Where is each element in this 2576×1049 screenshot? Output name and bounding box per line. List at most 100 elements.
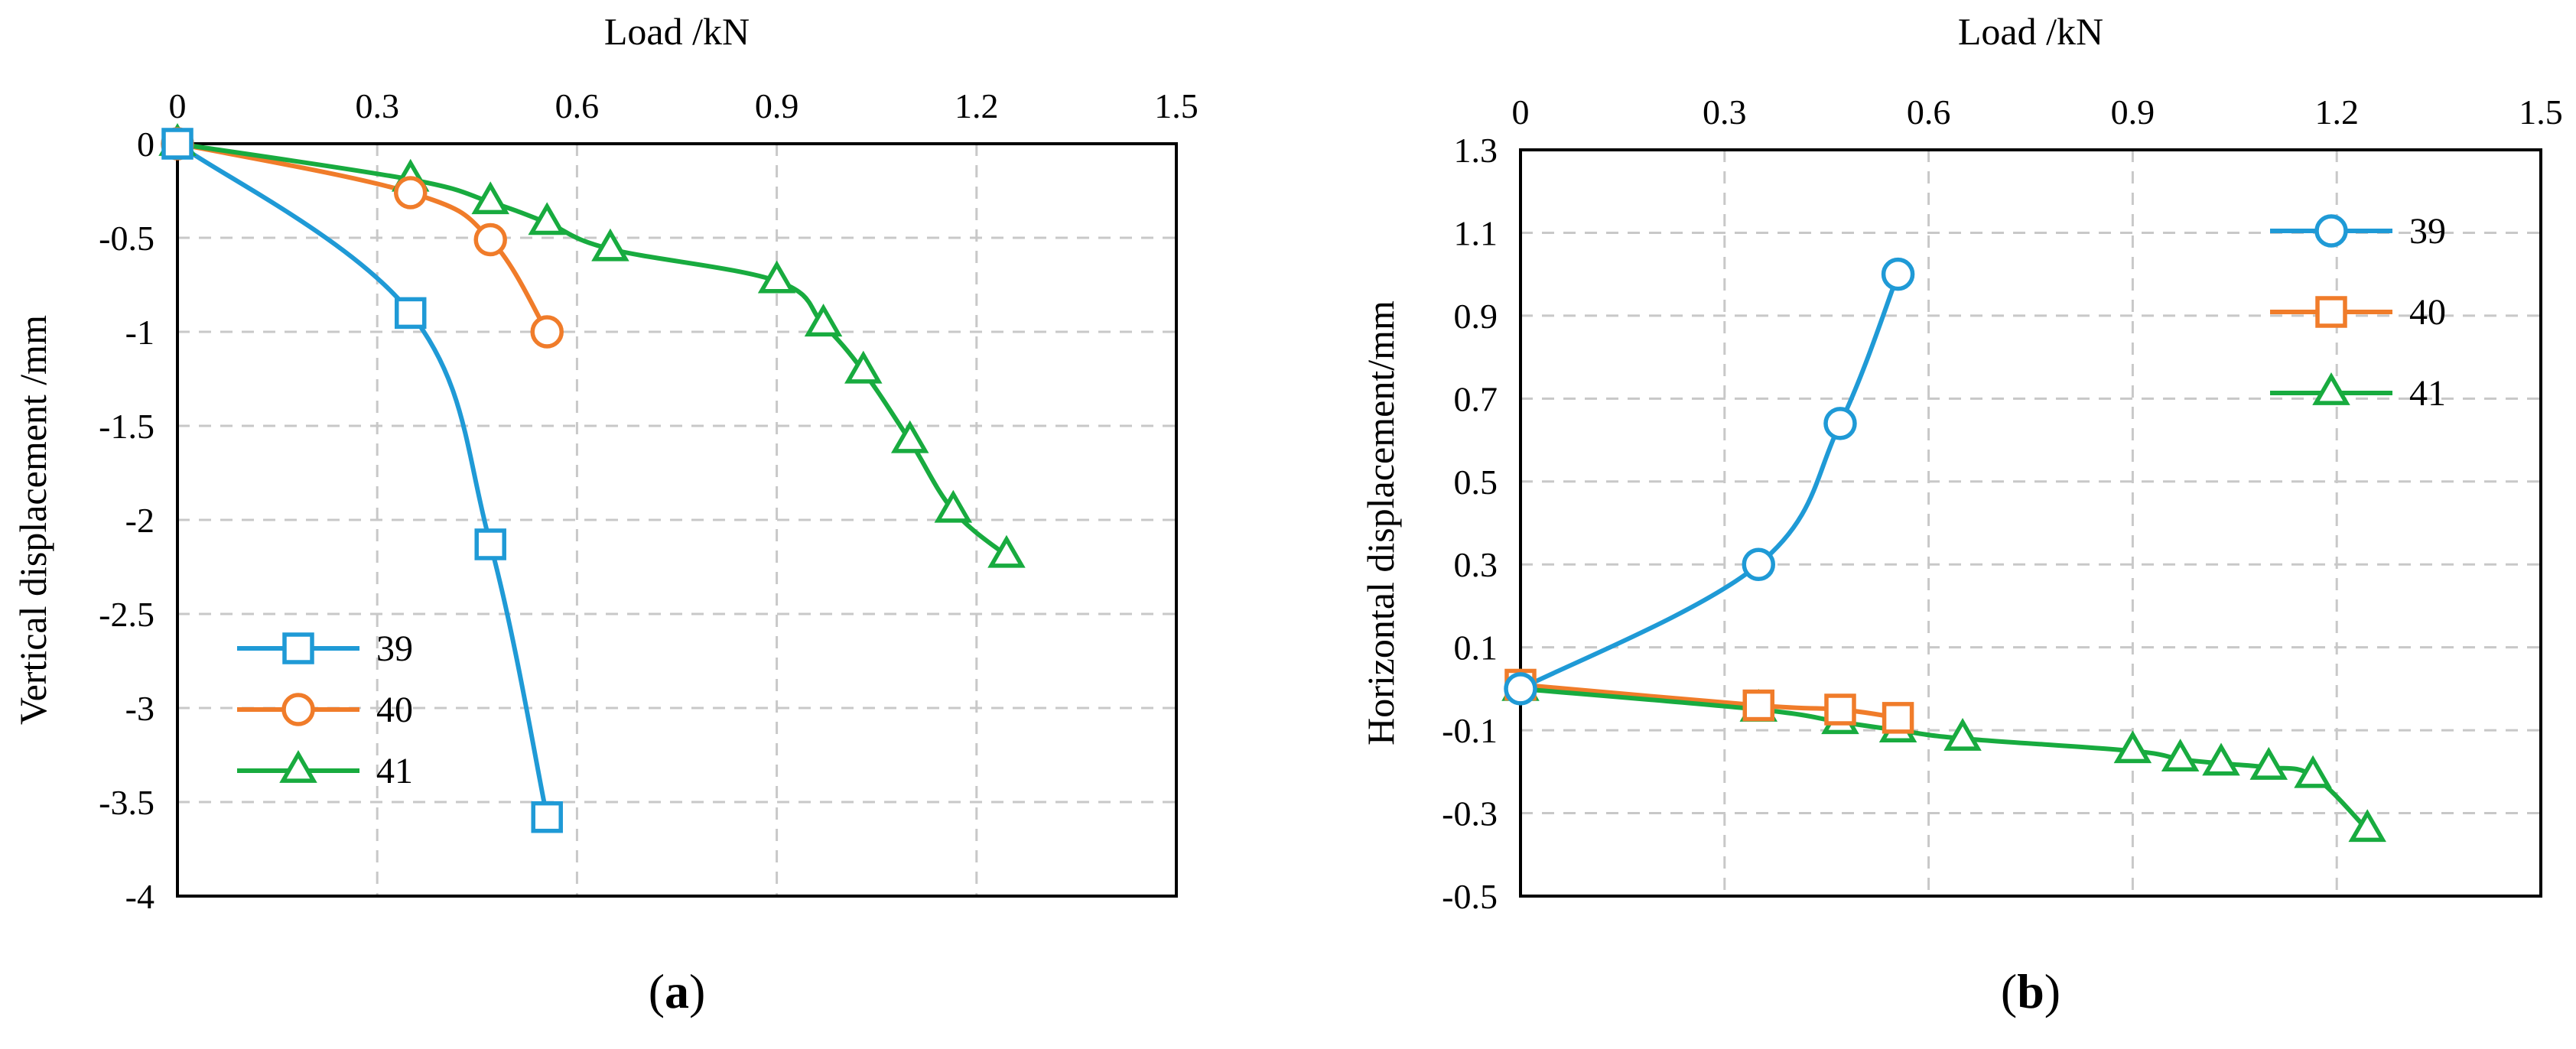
panel-b: 0 0.3 0.6 0.9 1.2 1.5 1.3 1.1 0.9 0.7 0.5 0.3 0.1 -0.…	[1359, 10, 2563, 1018]
panel-b-series-39-line	[1518, 271, 1901, 691]
panel-b-series-41-point	[2249, 746, 2288, 780]
panel-b-series-39-point	[1823, 407, 1857, 440]
panel-a-legend-swatch-marker	[282, 632, 314, 664]
panel-b-series-40-point	[1742, 689, 1775, 722]
panel-b-ytick-label: -0.1	[1442, 711, 1498, 750]
panel-a-ytick-label: -1.5	[99, 407, 154, 446]
panel-a-series-40-point	[393, 176, 428, 209]
panel-a-xtick-label: 0	[169, 86, 187, 125]
panel-b-xtick-label: 0.3	[1703, 93, 1747, 132]
panel-b-series-41-point	[2348, 809, 2386, 843]
panel-a-xtick-label: 1.5	[1154, 86, 1199, 125]
panel-b-series-lines	[1518, 271, 2370, 833]
panel-a-plot-frame	[176, 142, 1178, 898]
panel-a-series-41-point	[844, 350, 883, 384]
panel-b-legend-label: 41	[2409, 373, 2446, 414]
panel-a-ytick-label: -0.5	[99, 219, 154, 258]
panel-b-series-41-point	[2202, 742, 2240, 776]
panel-b-legend-swatch-marker	[2314, 214, 2348, 248]
panel-b-label: (b)	[2001, 964, 2060, 1018]
panel-b-series-39-point	[1742, 547, 1776, 581]
panel-a-legend-label: 39	[376, 628, 413, 669]
panel-b-series-40-point	[1824, 693, 1856, 726]
panel-a-series-41-points	[158, 123, 1026, 568]
panel-a-series-39-point	[531, 801, 563, 833]
panel-a-series-39-line	[175, 141, 550, 820]
panel-a-series-41-point	[890, 420, 929, 453]
panel-b-legend-label: 40	[2409, 292, 2446, 333]
panel-a-series-39-point	[161, 128, 194, 160]
panel-b-series-41-point	[1943, 717, 1982, 751]
panel-a-ytick-label: -2.5	[99, 595, 154, 634]
panel-a-series-39-point	[394, 297, 427, 330]
panel-a-series-40-line	[175, 141, 550, 334]
panel-b-y-axis-title: Horizontal displacement/mm	[1359, 300, 1402, 745]
panel-a-ytick-label: -3.5	[99, 783, 154, 822]
panel-a-legend-label: 40	[376, 690, 413, 730]
panel-a-series-39-point	[474, 528, 506, 560]
panel-b-legend-item: 41	[2270, 372, 2446, 414]
panel-b-plot-frame	[1519, 148, 2542, 898]
panel-a-legend: 39 40 41	[237, 628, 413, 791]
panel-a-ytick-label: -4	[125, 877, 154, 916]
panel-b-series-39-point	[1504, 672, 1537, 706]
panel-b-series-markers	[1501, 257, 2386, 843]
panel-a-legend-item: 40	[237, 690, 413, 730]
panel-a-xtick-label: 0.9	[755, 86, 799, 125]
panel-a-ytick-label: -3	[125, 689, 154, 728]
panel-b-series-39-points	[1504, 257, 1915, 706]
panel-a-xtick-label: 0.3	[355, 86, 399, 125]
panel-a-series-41-point	[757, 260, 796, 294]
panel-a: 0 0.3 0.6 0.9 1.2 1.5 0 -0.5 -1 -1.5 -2 -2.5 -3 -3.5 -…	[11, 10, 1199, 1018]
panel-a-series-41-point	[591, 228, 629, 261]
panel-a-series-41-point	[987, 534, 1026, 568]
panel-a-legend-swatch-marker	[279, 750, 317, 783]
panel-b-ytick-label: 0.3	[1454, 545, 1498, 584]
panel-b-ytick-label: 0.5	[1454, 463, 1498, 502]
panel-b-ytick-label: 1.1	[1454, 213, 1498, 252]
panel-a-legend-label: 41	[376, 751, 413, 791]
panel-a-series-41-point	[471, 181, 509, 215]
panel-b-ytick-label: 0.7	[1454, 379, 1498, 418]
panel-b-series-41-line	[1518, 686, 2370, 833]
panel-b-ytick-label: 1.3	[1454, 131, 1498, 170]
panel-a-series-39-points	[161, 128, 563, 833]
panel-a-series-40-point	[473, 222, 507, 257]
panel-b-x-axis-title: Load /kN	[1958, 10, 2103, 53]
panel-b-legend-label: 39	[2409, 211, 2446, 252]
panel-b-legend: 39 40 41	[2270, 211, 2446, 414]
panel-b-xtick-label: 0.6	[1907, 93, 1951, 132]
panel-b-ytick-label: -0.5	[1442, 877, 1498, 916]
panel-a-y-axis-title: Vertical displacement /mm	[11, 315, 54, 725]
panel-b-series-41-point	[2294, 755, 2332, 788]
panel-b-series-39-point	[1881, 257, 1915, 291]
panel-a-ytick-label: 0	[137, 125, 154, 164]
panel-a-series-40-point	[530, 315, 564, 349]
panel-b-grid	[1521, 150, 2541, 896]
panel-a-label: (a)	[649, 964, 706, 1018]
panel-a-ytick-label: -2	[125, 501, 154, 540]
panel-a-series-41-point	[528, 202, 566, 235]
panel-b-xtick-label: 0	[1512, 93, 1530, 132]
panel-a-xtick-label: 1.2	[955, 86, 999, 125]
panel-a-legend-item: 39	[237, 628, 413, 669]
panel-b-series-41-point	[2161, 739, 2200, 771]
panel-a-legend-swatch-marker	[281, 693, 315, 726]
panel-b-ytick-label: 0.1	[1454, 628, 1498, 667]
panel-b-legend-swatch-marker	[2312, 372, 2350, 405]
panel-a-x-axis-title: Load /kN	[604, 10, 750, 53]
panel-b-legend-swatch-marker	[2315, 296, 2347, 328]
panel-b-xtick-label: 1.5	[2519, 93, 2563, 132]
panel-a-xtick-label: 0.6	[555, 86, 600, 125]
panel-b-series-40-point	[1882, 702, 1914, 734]
panel-a-grid	[177, 144, 1176, 896]
panel-b-ytick-label: -0.3	[1442, 794, 1498, 833]
panel-a-series-41-point	[934, 489, 973, 523]
panel-b-ytick-label: 0.9	[1454, 297, 1498, 336]
panel-b-legend-item: 39	[2270, 211, 2446, 252]
panel-a-series-41-line	[175, 141, 1009, 558]
panel-a-legend-item: 41	[237, 750, 413, 791]
panel-a-series-41-point	[804, 304, 843, 337]
